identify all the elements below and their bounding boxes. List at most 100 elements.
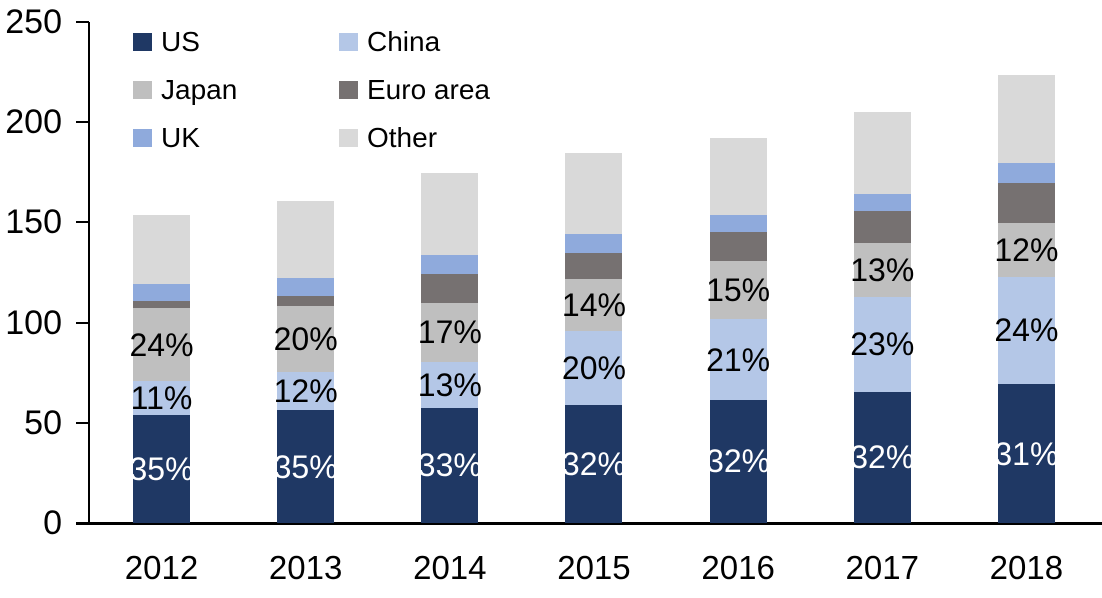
legend-label-us: US bbox=[161, 26, 200, 57]
segment-us-2013 bbox=[277, 410, 335, 523]
segment-us-2017 bbox=[853, 391, 911, 523]
segment-japan-2014 bbox=[421, 302, 479, 363]
segment-label-china-2012: 11% bbox=[130, 380, 193, 417]
segment-japan-2015 bbox=[565, 279, 623, 331]
y-tick-mark-200 bbox=[76, 121, 89, 124]
legend-swatch-other bbox=[339, 129, 358, 147]
legend-label-japan: Japan bbox=[161, 74, 238, 105]
segment-other-2013 bbox=[277, 200, 335, 279]
segment-label-china-2018: 24% bbox=[994, 312, 1059, 349]
segment-china-2015 bbox=[565, 330, 623, 405]
y-tick-label-200: 200 bbox=[5, 103, 62, 142]
segment-japan-2012 bbox=[133, 308, 190, 382]
segment-label-japan-2015: 14% bbox=[561, 286, 626, 323]
segment-label-china-2017: 23% bbox=[850, 326, 915, 363]
segment-other-2014 bbox=[421, 173, 479, 256]
legend-item-japan: Japan bbox=[133, 66, 339, 114]
segment-japan-2013 bbox=[277, 305, 335, 372]
y-tick-mark-50 bbox=[76, 421, 89, 424]
x-tick-label-2012: 2012 bbox=[124, 549, 199, 586]
legend-swatch-china bbox=[339, 33, 358, 51]
segment-label-us-2017: 32% bbox=[850, 439, 915, 476]
segment-label-japan-2016: 15% bbox=[706, 272, 771, 309]
legend-label-china: China bbox=[367, 26, 441, 57]
segment-euro-area-2013 bbox=[277, 295, 335, 306]
legend-swatch-euro-area bbox=[339, 81, 358, 99]
legend-label-euro-area: Euro area bbox=[367, 74, 490, 105]
segment-us-2012 bbox=[133, 415, 190, 523]
legend-item-us: US bbox=[133, 18, 339, 66]
segment-uk-2013 bbox=[277, 278, 335, 296]
x-tick-label-2013: 2013 bbox=[268, 549, 343, 586]
legend-swatch-uk bbox=[133, 129, 152, 147]
segment-us-2016 bbox=[709, 399, 767, 523]
y-tick-label-250: 250 bbox=[5, 3, 62, 41]
segment-label-us-2016: 32% bbox=[706, 443, 771, 480]
segment-uk-2014 bbox=[421, 255, 479, 274]
segment-us-2018 bbox=[997, 384, 1055, 523]
segment-china-2018 bbox=[997, 276, 1055, 385]
x-tick-label-2018: 2018 bbox=[989, 549, 1064, 586]
segment-label-china-2016: 21% bbox=[706, 341, 771, 378]
segment-euro-area-2014 bbox=[421, 273, 479, 303]
segment-other-2018 bbox=[997, 74, 1055, 164]
segment-label-us-2012: 35% bbox=[129, 451, 194, 488]
segment-label-us-2018: 31% bbox=[994, 435, 1059, 472]
segment-uk-2017 bbox=[853, 194, 911, 211]
segment-china-2014 bbox=[421, 362, 479, 408]
y-tick-mark-100 bbox=[76, 321, 89, 324]
y-tick-mark-0 bbox=[76, 522, 89, 524]
segment-label-us-2014: 33% bbox=[417, 447, 482, 484]
x-tick-label-2014: 2014 bbox=[413, 549, 487, 586]
segment-china-2017 bbox=[853, 296, 911, 392]
segment-euro-area-2018 bbox=[997, 182, 1055, 223]
y-tick-label-50: 50 bbox=[24, 403, 62, 442]
segment-japan-2018 bbox=[997, 222, 1055, 277]
segment-china-2012 bbox=[133, 381, 190, 416]
x-tick-label-2015: 2015 bbox=[557, 549, 631, 586]
segment-label-japan-2017: 13% bbox=[850, 252, 915, 289]
segment-label-japan-2013: 20% bbox=[273, 320, 338, 357]
legend-item-uk: UK bbox=[133, 114, 339, 162]
segment-other-2012 bbox=[133, 214, 190, 284]
segment-euro-area-2012 bbox=[133, 300, 190, 309]
x-tick-label-2017: 2017 bbox=[845, 549, 919, 586]
x-tick-label-2016: 2016 bbox=[701, 549, 775, 586]
y-axis-line bbox=[88, 22, 90, 524]
segment-label-japan-2014: 17% bbox=[417, 314, 482, 351]
segment-uk-2015 bbox=[565, 234, 623, 254]
segment-label-china-2015: 20% bbox=[561, 349, 626, 386]
segment-label-china-2013: 12% bbox=[273, 373, 338, 410]
segment-other-2016 bbox=[709, 138, 767, 216]
segment-label-japan-2012: 24% bbox=[129, 326, 194, 363]
segment-label-japan-2018: 12% bbox=[994, 231, 1059, 268]
segment-uk-2018 bbox=[997, 163, 1055, 183]
segment-japan-2016 bbox=[709, 261, 767, 320]
y-tick-label-150: 150 bbox=[5, 203, 62, 242]
segment-china-2016 bbox=[709, 319, 767, 400]
legend: US China Japan Euro area UK Other bbox=[133, 18, 490, 162]
segment-label-us-2013: 35% bbox=[273, 448, 338, 485]
legend-item-china: China bbox=[339, 18, 490, 66]
segment-uk-2012 bbox=[133, 283, 190, 301]
legend-label-other: Other bbox=[367, 122, 438, 153]
segment-us-2015 bbox=[565, 404, 623, 523]
segment-uk-2016 bbox=[709, 215, 767, 232]
segment-china-2013 bbox=[277, 371, 335, 411]
segment-us-2014 bbox=[421, 407, 479, 523]
segment-euro-area-2015 bbox=[565, 253, 623, 280]
legend-label-uk: UK bbox=[161, 122, 200, 153]
y-tick-label-100: 100 bbox=[5, 303, 62, 342]
legend-item-other: Other bbox=[339, 114, 490, 162]
legend-item-euro-area: Euro area bbox=[339, 66, 490, 114]
y-tick-mark-150 bbox=[76, 221, 89, 224]
segment-other-2015 bbox=[565, 153, 623, 234]
x-axis-line bbox=[76, 522, 1102, 525]
segment-label-us-2015: 32% bbox=[561, 445, 626, 482]
segment-euro-area-2017 bbox=[853, 210, 911, 244]
y-tick-mark-250 bbox=[76, 21, 89, 23]
y-tick-label-0: 0 bbox=[43, 504, 62, 542]
legend-swatch-us bbox=[133, 33, 152, 51]
